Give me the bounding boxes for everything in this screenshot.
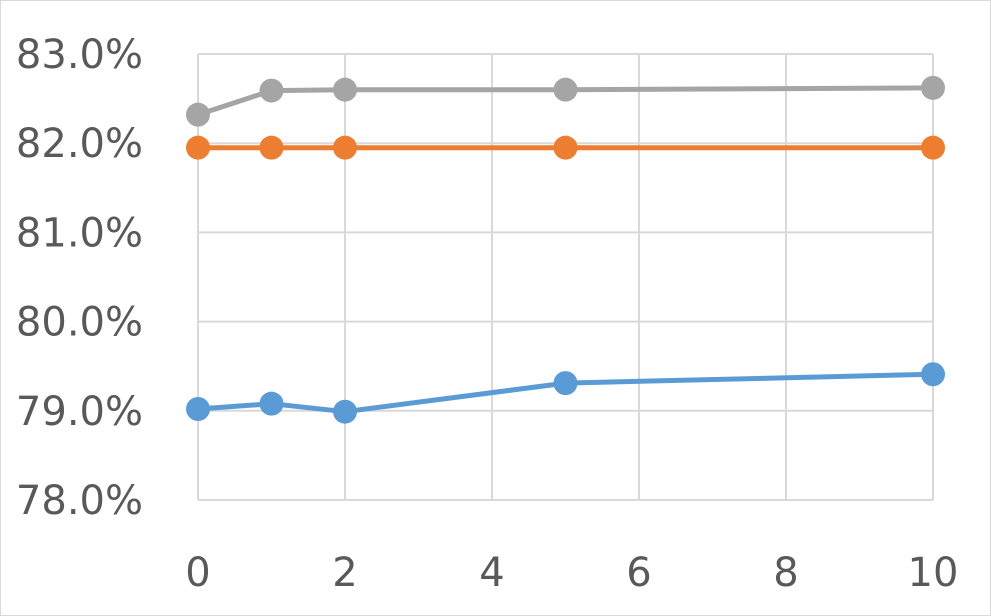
x-tick-label: 4	[479, 550, 504, 596]
y-tick-label: 78.0%	[16, 478, 143, 524]
y-tick-label: 83.0%	[16, 32, 143, 78]
data-point	[553, 135, 578, 160]
x-tick-label: 6	[626, 550, 651, 596]
data-point	[333, 399, 357, 424]
y-tick-label: 81.0%	[16, 210, 143, 256]
data-point	[333, 77, 357, 102]
data-point	[921, 135, 945, 160]
data-point	[921, 75, 945, 100]
data-point	[186, 102, 210, 127]
data-point	[186, 397, 210, 422]
data-point	[259, 135, 284, 160]
axes: 78.0% 79.0% 80.0% 81.0% 82.0% 83.0% 0 2 4 6 8 10	[16, 32, 959, 596]
grid	[197, 53, 934, 501]
y-tick-label: 82.0%	[16, 121, 143, 167]
y-tick-label: 80.0%	[16, 300, 143, 346]
x-tick-label: 0	[185, 550, 210, 596]
data-point	[186, 135, 210, 160]
data-point	[333, 135, 357, 160]
x-tick-label: 2	[332, 550, 357, 596]
x-tick-label: 10	[908, 550, 959, 596]
series-layer	[186, 75, 945, 424]
data-point	[921, 362, 945, 387]
data-point	[259, 391, 284, 416]
data-point	[259, 78, 284, 103]
y-tick-label: 79.0%	[16, 389, 143, 435]
data-point	[553, 371, 578, 396]
data-point	[553, 77, 578, 102]
x-tick-label: 8	[773, 550, 798, 596]
